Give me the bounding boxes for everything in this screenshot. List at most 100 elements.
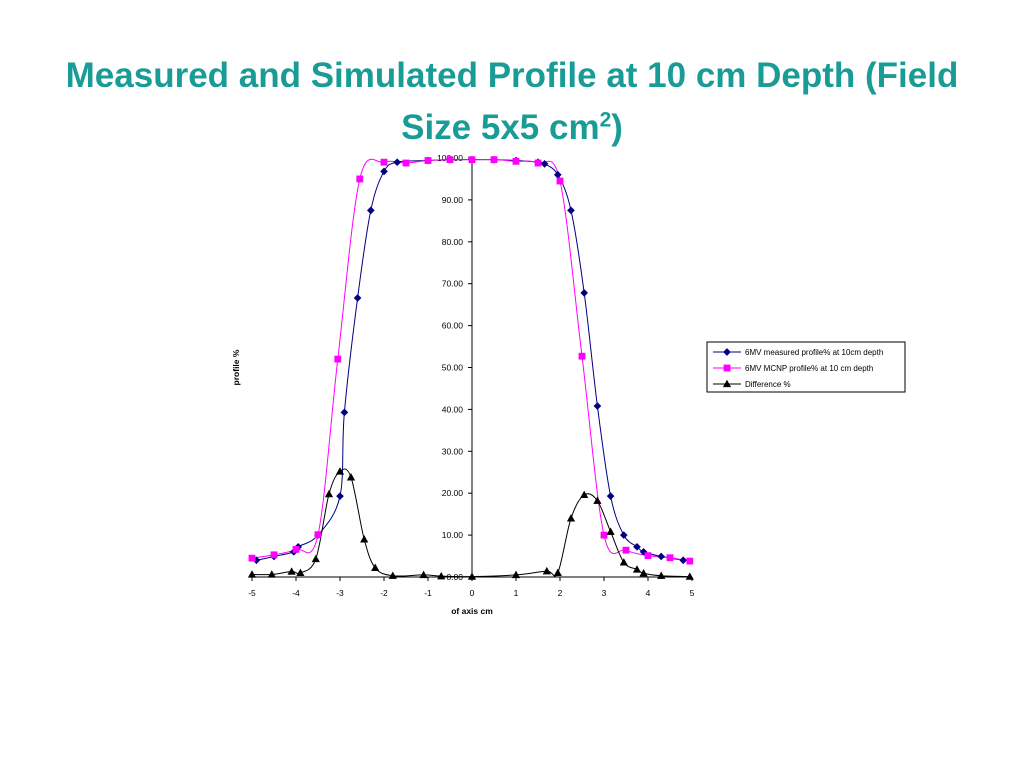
x-tick-label: -2 bbox=[380, 588, 388, 598]
series-3-point bbox=[619, 558, 628, 566]
legend-label-1: 6MV measured profile% at 10cm depth bbox=[745, 348, 883, 357]
y-axis-title: profile % bbox=[231, 349, 241, 385]
series-1-point bbox=[336, 492, 344, 500]
x-tick-label: -1 bbox=[424, 588, 432, 598]
legend-marker-3 bbox=[722, 379, 732, 388]
y-tick-label: 40.00 bbox=[442, 404, 464, 414]
series-3-point bbox=[657, 571, 666, 579]
series-3-point bbox=[542, 566, 551, 575]
legend-label-3: Difference % bbox=[745, 380, 791, 389]
series-2-point bbox=[424, 157, 432, 164]
series-1-point bbox=[606, 492, 615, 500]
x-tick-label: -3 bbox=[336, 588, 344, 598]
series-2-point bbox=[534, 159, 542, 167]
x-tick-label: -5 bbox=[248, 588, 256, 598]
series-3-point bbox=[335, 467, 345, 475]
series-3-point bbox=[467, 572, 477, 580]
series-3-point bbox=[371, 563, 380, 571]
y-tick-label: 70.00 bbox=[442, 279, 464, 289]
series-1-point bbox=[580, 289, 589, 297]
series-3-point bbox=[247, 570, 257, 578]
series-line-3 bbox=[251, 468, 690, 578]
series-1-point bbox=[657, 552, 666, 561]
series-2-point bbox=[600, 531, 608, 539]
x-tick-label: 2 bbox=[558, 588, 563, 598]
series-3-point bbox=[296, 568, 305, 576]
series-3-point bbox=[553, 568, 562, 576]
series-3-point bbox=[346, 473, 356, 481]
x-tick-label: 1 bbox=[514, 588, 519, 598]
series-2-point bbox=[446, 156, 454, 164]
series-1-point bbox=[593, 402, 602, 410]
series-3-point bbox=[287, 567, 296, 575]
y-tick-label: 90.00 bbox=[442, 195, 464, 205]
series-2-point bbox=[380, 158, 388, 166]
series-1-point bbox=[540, 160, 549, 168]
y-tick-label: 50.00 bbox=[442, 363, 464, 373]
x-tick-label: -4 bbox=[292, 588, 300, 598]
series-2-point bbox=[270, 551, 278, 559]
y-tick-label: 30.00 bbox=[442, 446, 464, 456]
series-1-point bbox=[393, 158, 402, 167]
x-tick-label: 0 bbox=[470, 588, 475, 598]
series-2-point bbox=[248, 554, 256, 562]
legend-marker-2 bbox=[723, 364, 731, 372]
series-1-point bbox=[619, 531, 628, 539]
series-2-point bbox=[490, 156, 498, 164]
x-axis-title: of axis cm bbox=[451, 606, 493, 616]
series-3-point bbox=[437, 571, 446, 580]
series-2-point bbox=[402, 159, 410, 167]
series-3-point bbox=[511, 570, 521, 579]
series-1-point bbox=[553, 170, 562, 179]
series-1-point bbox=[633, 543, 641, 551]
series-2-point bbox=[334, 355, 342, 363]
series-2-point bbox=[356, 175, 364, 183]
series-1-point bbox=[679, 556, 688, 565]
legend-label-2: 6MV MCNP profile% at 10 cm depth bbox=[745, 364, 873, 373]
series-3-point bbox=[267, 570, 276, 578]
y-tick-label: 20.00 bbox=[442, 488, 464, 498]
series-2-point bbox=[578, 352, 586, 360]
series-1-point bbox=[366, 206, 375, 215]
slide-title-end: ) bbox=[611, 108, 623, 147]
series-3-point bbox=[566, 514, 576, 522]
series-2-point bbox=[556, 177, 564, 185]
y-tick-label: 10.00 bbox=[442, 530, 464, 540]
slide-title-main: Measured and Simulated Profile at 10 cm … bbox=[65, 56, 959, 147]
series-1-point bbox=[380, 167, 388, 176]
y-tick-label: 60.00 bbox=[442, 321, 464, 331]
legend-marker-1 bbox=[723, 348, 731, 356]
series-3-point bbox=[606, 527, 615, 535]
series-3-point bbox=[311, 554, 320, 563]
series-3-point bbox=[580, 490, 589, 499]
series-1-point bbox=[353, 294, 362, 302]
series-3-point bbox=[360, 535, 369, 543]
series-3-point bbox=[685, 572, 694, 580]
x-tick-label: 4 bbox=[646, 588, 651, 598]
series-3-point bbox=[324, 489, 334, 498]
series-3-point bbox=[388, 571, 397, 579]
slide-title: Measured and Simulated Profile at 10 cm … bbox=[40, 50, 984, 154]
series-2-point bbox=[644, 552, 652, 560]
series-1-point bbox=[340, 408, 349, 417]
series-3-point bbox=[639, 569, 648, 577]
series-1-point bbox=[567, 206, 575, 215]
series-2-point bbox=[512, 157, 520, 165]
series-2-point bbox=[666, 554, 674, 562]
series-2-point bbox=[292, 545, 300, 553]
series-2-point bbox=[314, 531, 322, 539]
slide-title-superscript: 2 bbox=[599, 108, 612, 132]
y-tick-label: 80.00 bbox=[442, 237, 464, 247]
series-line-2 bbox=[251, 158, 690, 562]
x-tick-label: 3 bbox=[602, 588, 607, 598]
series-3-point bbox=[419, 570, 428, 579]
series-2-point bbox=[622, 546, 630, 554]
series-3-point bbox=[632, 565, 642, 573]
series-markers bbox=[247, 155, 694, 580]
series-2-point bbox=[686, 557, 694, 565]
series-3-point bbox=[593, 496, 602, 504]
x-tick-label: 5 bbox=[690, 588, 695, 598]
series-2-point bbox=[468, 156, 476, 164]
